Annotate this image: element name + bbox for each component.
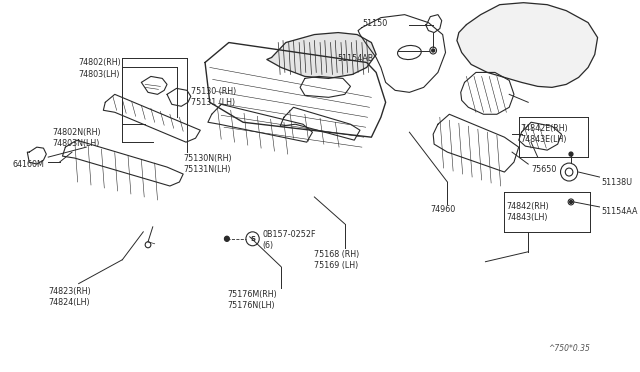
Text: S: S xyxy=(250,236,255,242)
Text: 74960: 74960 xyxy=(430,205,456,214)
Text: ^750*0.35: ^750*0.35 xyxy=(548,344,590,353)
Text: 74823(RH)
74824(LH): 74823(RH) 74824(LH) xyxy=(48,286,91,307)
Text: 75130N(RH)
75131N(LH): 75130N(RH) 75131N(LH) xyxy=(183,154,232,174)
Text: 74842(RH)
74843(LH): 74842(RH) 74843(LH) xyxy=(506,202,549,222)
Circle shape xyxy=(432,49,435,52)
Circle shape xyxy=(569,152,573,156)
Text: 51154AA: 51154AA xyxy=(602,207,638,216)
Circle shape xyxy=(570,201,572,203)
Text: 74802(RH)
74803(LH): 74802(RH) 74803(LH) xyxy=(79,58,122,78)
Circle shape xyxy=(225,236,229,241)
Text: 64160M: 64160M xyxy=(12,160,44,169)
Text: 51150: 51150 xyxy=(362,19,387,28)
Text: 74842E(RH)
74843E(LH): 74842E(RH) 74843E(LH) xyxy=(520,124,568,144)
Text: 75650: 75650 xyxy=(531,165,556,174)
Polygon shape xyxy=(267,33,376,78)
Text: 51154AB: 51154AB xyxy=(337,54,373,64)
Text: 0B157-0252F
(6): 0B157-0252F (6) xyxy=(262,230,316,250)
Text: 75176M(RH)
75176N(LH): 75176M(RH) 75176N(LH) xyxy=(227,290,276,310)
Text: 51138U: 51138U xyxy=(602,178,632,187)
Polygon shape xyxy=(457,3,598,87)
Text: 75168 (RH)
75169 (LH): 75168 (RH) 75169 (LH) xyxy=(314,250,360,270)
Text: 75130 (RH)
75131 (LH): 75130 (RH) 75131 (LH) xyxy=(191,87,236,108)
Text: 74802N(RH)
74803N(LH): 74802N(RH) 74803N(LH) xyxy=(52,128,100,148)
